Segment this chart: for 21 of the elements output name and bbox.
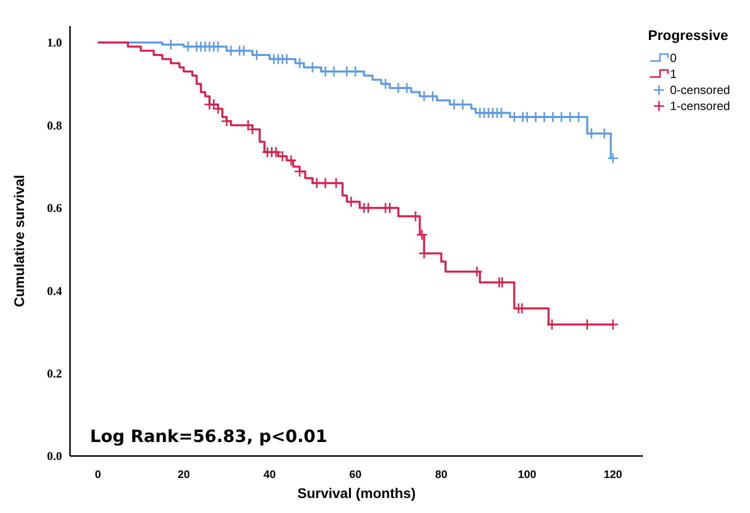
y-tick-label: 0.8: [47, 118, 62, 132]
y-tick-label: 0.2: [47, 366, 62, 381]
x-tick-label: 20: [178, 468, 190, 481]
y-tick-label: 0.6: [47, 201, 62, 216]
x-tick-label: 80: [435, 468, 448, 481]
legend-label: 0-censored: [670, 83, 730, 98]
legend-label: 0: [670, 51, 677, 66]
annotation: Log Rank=56.83, p<0.01: [90, 427, 328, 447]
y-tick-label: 0.4: [47, 284, 62, 298]
x-tick-label: 60: [349, 468, 362, 481]
x-axis-title: Survival (months): [297, 485, 416, 501]
y-axis-title: Cumulative survival: [11, 174, 27, 308]
x-tick-label: 100: [518, 468, 536, 481]
y-tick-label: 1.0: [47, 36, 62, 50]
legend-title: Progressive: [648, 27, 728, 43]
legend-label: 1: [670, 67, 677, 82]
legend-label: 1-censored: [670, 99, 730, 114]
x-tick-label: 40: [263, 468, 276, 481]
x-tick-label: 0: [94, 468, 101, 481]
y-tick-label: 0.0: [47, 449, 62, 464]
x-tick-label: 120: [604, 468, 622, 481]
